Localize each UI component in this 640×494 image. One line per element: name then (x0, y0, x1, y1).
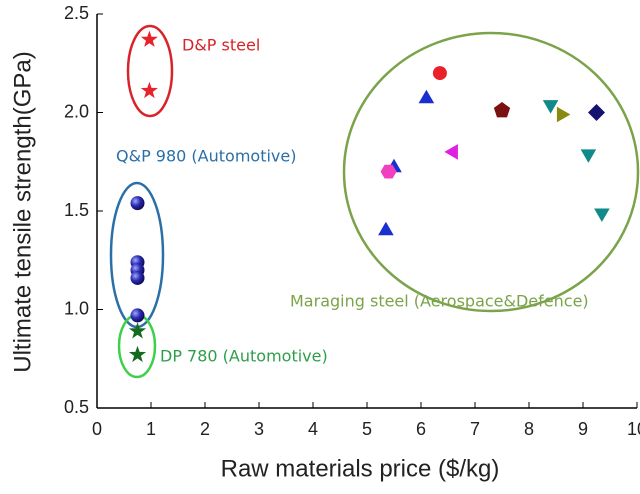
point (493, 102, 511, 118)
point (128, 322, 147, 339)
annotation: D&P steel (182, 36, 260, 55)
group-ellipse (126, 24, 174, 118)
annotation: Maraging steel (Aerospace&Defence) (290, 292, 589, 311)
x-tick-label: 3 (254, 419, 264, 439)
x-tick-label: 7 (470, 419, 480, 439)
x-axis-label: Raw materials price ($/kg) (221, 455, 500, 482)
x-tick-label: 2 (200, 419, 210, 439)
annotation: DP 780 (Automotive) (160, 347, 328, 366)
point (140, 30, 158, 47)
y-axis-label: Ultimate tensile strength(GPa) (9, 51, 36, 372)
x-tick-label: 6 (416, 419, 426, 439)
y-tick-label: 0.5 (64, 397, 89, 417)
point (378, 221, 394, 236)
point (432, 66, 447, 81)
y-tick-label: 1.5 (64, 200, 89, 220)
x-tick-label: 8 (524, 419, 534, 439)
point (130, 196, 145, 211)
y-tick-label: 1.0 (64, 298, 89, 318)
x-tick-label: 10 (627, 419, 640, 439)
x-tick-label: 4 (308, 419, 318, 439)
annotation: Q&P 980 (Automotive) (116, 147, 296, 166)
group-ellipse (342, 31, 640, 313)
point (556, 106, 571, 123)
point (130, 308, 145, 323)
point (444, 144, 458, 160)
point (542, 100, 559, 114)
point (580, 149, 597, 163)
point (594, 208, 610, 222)
point (380, 164, 397, 179)
point (418, 89, 435, 104)
x-tick-label: 5 (362, 419, 372, 439)
x-tick-label: 9 (578, 419, 588, 439)
point (140, 81, 158, 99)
point (588, 104, 605, 121)
x-tick-label: 1 (146, 419, 156, 439)
x-tick-label: 0 (92, 419, 102, 439)
point (130, 270, 145, 285)
y-tick-label: 2.5 (64, 3, 89, 23)
point (128, 345, 147, 363)
y-tick-label: 2.0 (64, 101, 89, 121)
